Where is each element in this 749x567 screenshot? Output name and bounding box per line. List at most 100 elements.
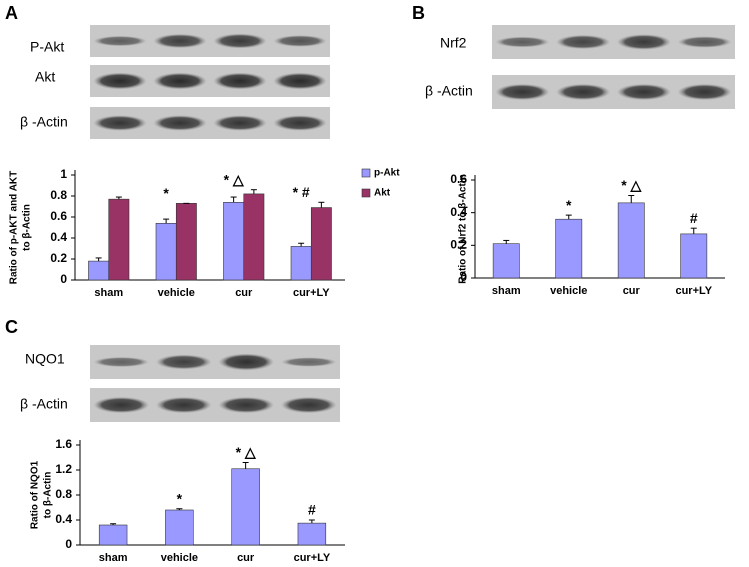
legend-swatch [361, 188, 371, 198]
bar [175, 203, 197, 281]
y-tick-label: 1.6 [55, 437, 72, 451]
annotation: * # [293, 184, 310, 200]
x-tick-label: cur [623, 285, 641, 297]
x-tick-label: cur [237, 552, 255, 564]
error-bar [95, 257, 102, 262]
blot-band [213, 33, 267, 49]
y-tick-label: 0.2 [50, 251, 67, 265]
annotation: * [177, 490, 183, 506]
y-axis-label: Ratio of Nrf2 to β-Actin [458, 174, 469, 283]
x-tick-label: sham [94, 287, 123, 299]
blot-band [218, 396, 275, 414]
annotation: * [566, 197, 572, 213]
blot-band [93, 356, 150, 368]
y-tick-label: 0 [460, 270, 467, 284]
blot-band [153, 115, 207, 131]
y-tick-label: 0.4 [450, 205, 467, 219]
blot-label: Akt [35, 69, 55, 85]
y-axis-label: to β-Actin [22, 204, 33, 251]
blot-label: β -Actin [20, 114, 68, 130]
error-bar [115, 196, 122, 200]
error-bar [250, 189, 257, 194]
y-axis-label: Ratio of NQO1 [30, 460, 41, 529]
annotation: # [690, 210, 698, 226]
panel-letter: C [5, 317, 18, 337]
x-tick-label: vehicle [550, 285, 587, 297]
blot-band [93, 72, 147, 90]
x-tick-label: cur+LY [293, 287, 330, 299]
legend-label: Akt [374, 188, 391, 199]
y-tick-label: 1 [60, 167, 67, 181]
x-tick-label: vehicle [161, 552, 198, 564]
annotation: # [308, 502, 316, 518]
blot-band [93, 35, 147, 47]
bar [555, 218, 583, 279]
annotation: * △ [236, 444, 257, 460]
bar [165, 509, 194, 546]
bar [88, 260, 110, 281]
error-bar [176, 508, 183, 510]
annotation: * △ [621, 177, 642, 193]
y-tick-label: 0.4 [50, 230, 67, 244]
error-bar [163, 218, 170, 224]
error-bar [565, 214, 572, 220]
blot-label: β -Actin [425, 83, 473, 99]
x-tick-label: sham [492, 285, 521, 297]
blot-band [273, 35, 327, 47]
bar [155, 223, 177, 281]
blot-band [616, 83, 671, 101]
x-tick-label: cur+LY [294, 552, 331, 564]
bar [290, 246, 312, 281]
y-tick-label: 0.6 [50, 209, 67, 223]
y-tick-label: 0.4 [55, 512, 72, 526]
y-axis-label: Ratio of p-AKT and AKT [9, 171, 20, 285]
y-tick-label: 1.2 [55, 462, 72, 476]
blot-band [273, 115, 327, 131]
error-bar [308, 519, 315, 524]
blot-band [556, 83, 611, 101]
y-tick-label: 0.8 [50, 188, 67, 202]
blot-band [616, 34, 671, 50]
bar [310, 207, 332, 281]
x-tick-label: sham [99, 552, 128, 564]
x-tick-label: cur [235, 287, 253, 299]
blot-band [155, 354, 212, 370]
bar [297, 522, 327, 546]
y-axis-label: to β-Actin [43, 472, 54, 519]
blot-label: P-Akt [30, 39, 64, 55]
blot-band [153, 72, 207, 90]
blot-band [556, 34, 611, 50]
blot-label: β -Actin [20, 396, 68, 412]
error-bar [318, 201, 325, 208]
bar [492, 243, 520, 279]
blot-label: Nrf2 [440, 35, 467, 51]
blot-band [155, 396, 212, 414]
bar [223, 202, 245, 281]
blot-band [280, 357, 337, 367]
x-tick-label: vehicle [158, 287, 195, 299]
y-tick-label: 0.6 [450, 172, 467, 186]
bar [680, 233, 708, 279]
legend-swatch [361, 168, 371, 178]
y-tick-label: 0.2 [450, 238, 467, 252]
blot-band [280, 396, 337, 414]
blot-band [495, 83, 550, 101]
error-bar [242, 462, 249, 469]
annotation: * [163, 185, 169, 201]
blot-label: NQO1 [25, 351, 65, 367]
blot-band [677, 36, 732, 48]
error-bar [503, 239, 510, 244]
error-bar [690, 227, 697, 234]
x-tick-label: cur+LY [675, 285, 712, 297]
blot-band [93, 115, 147, 131]
error-bar [628, 195, 635, 203]
panel-letter: B [412, 3, 425, 23]
legend-label: p-Akt [374, 168, 400, 179]
annotation: * △ [224, 171, 245, 187]
blot-band [677, 83, 732, 101]
bar [231, 468, 260, 546]
error-bar [298, 242, 305, 247]
blot-band [213, 115, 267, 131]
error-bar [110, 523, 117, 525]
